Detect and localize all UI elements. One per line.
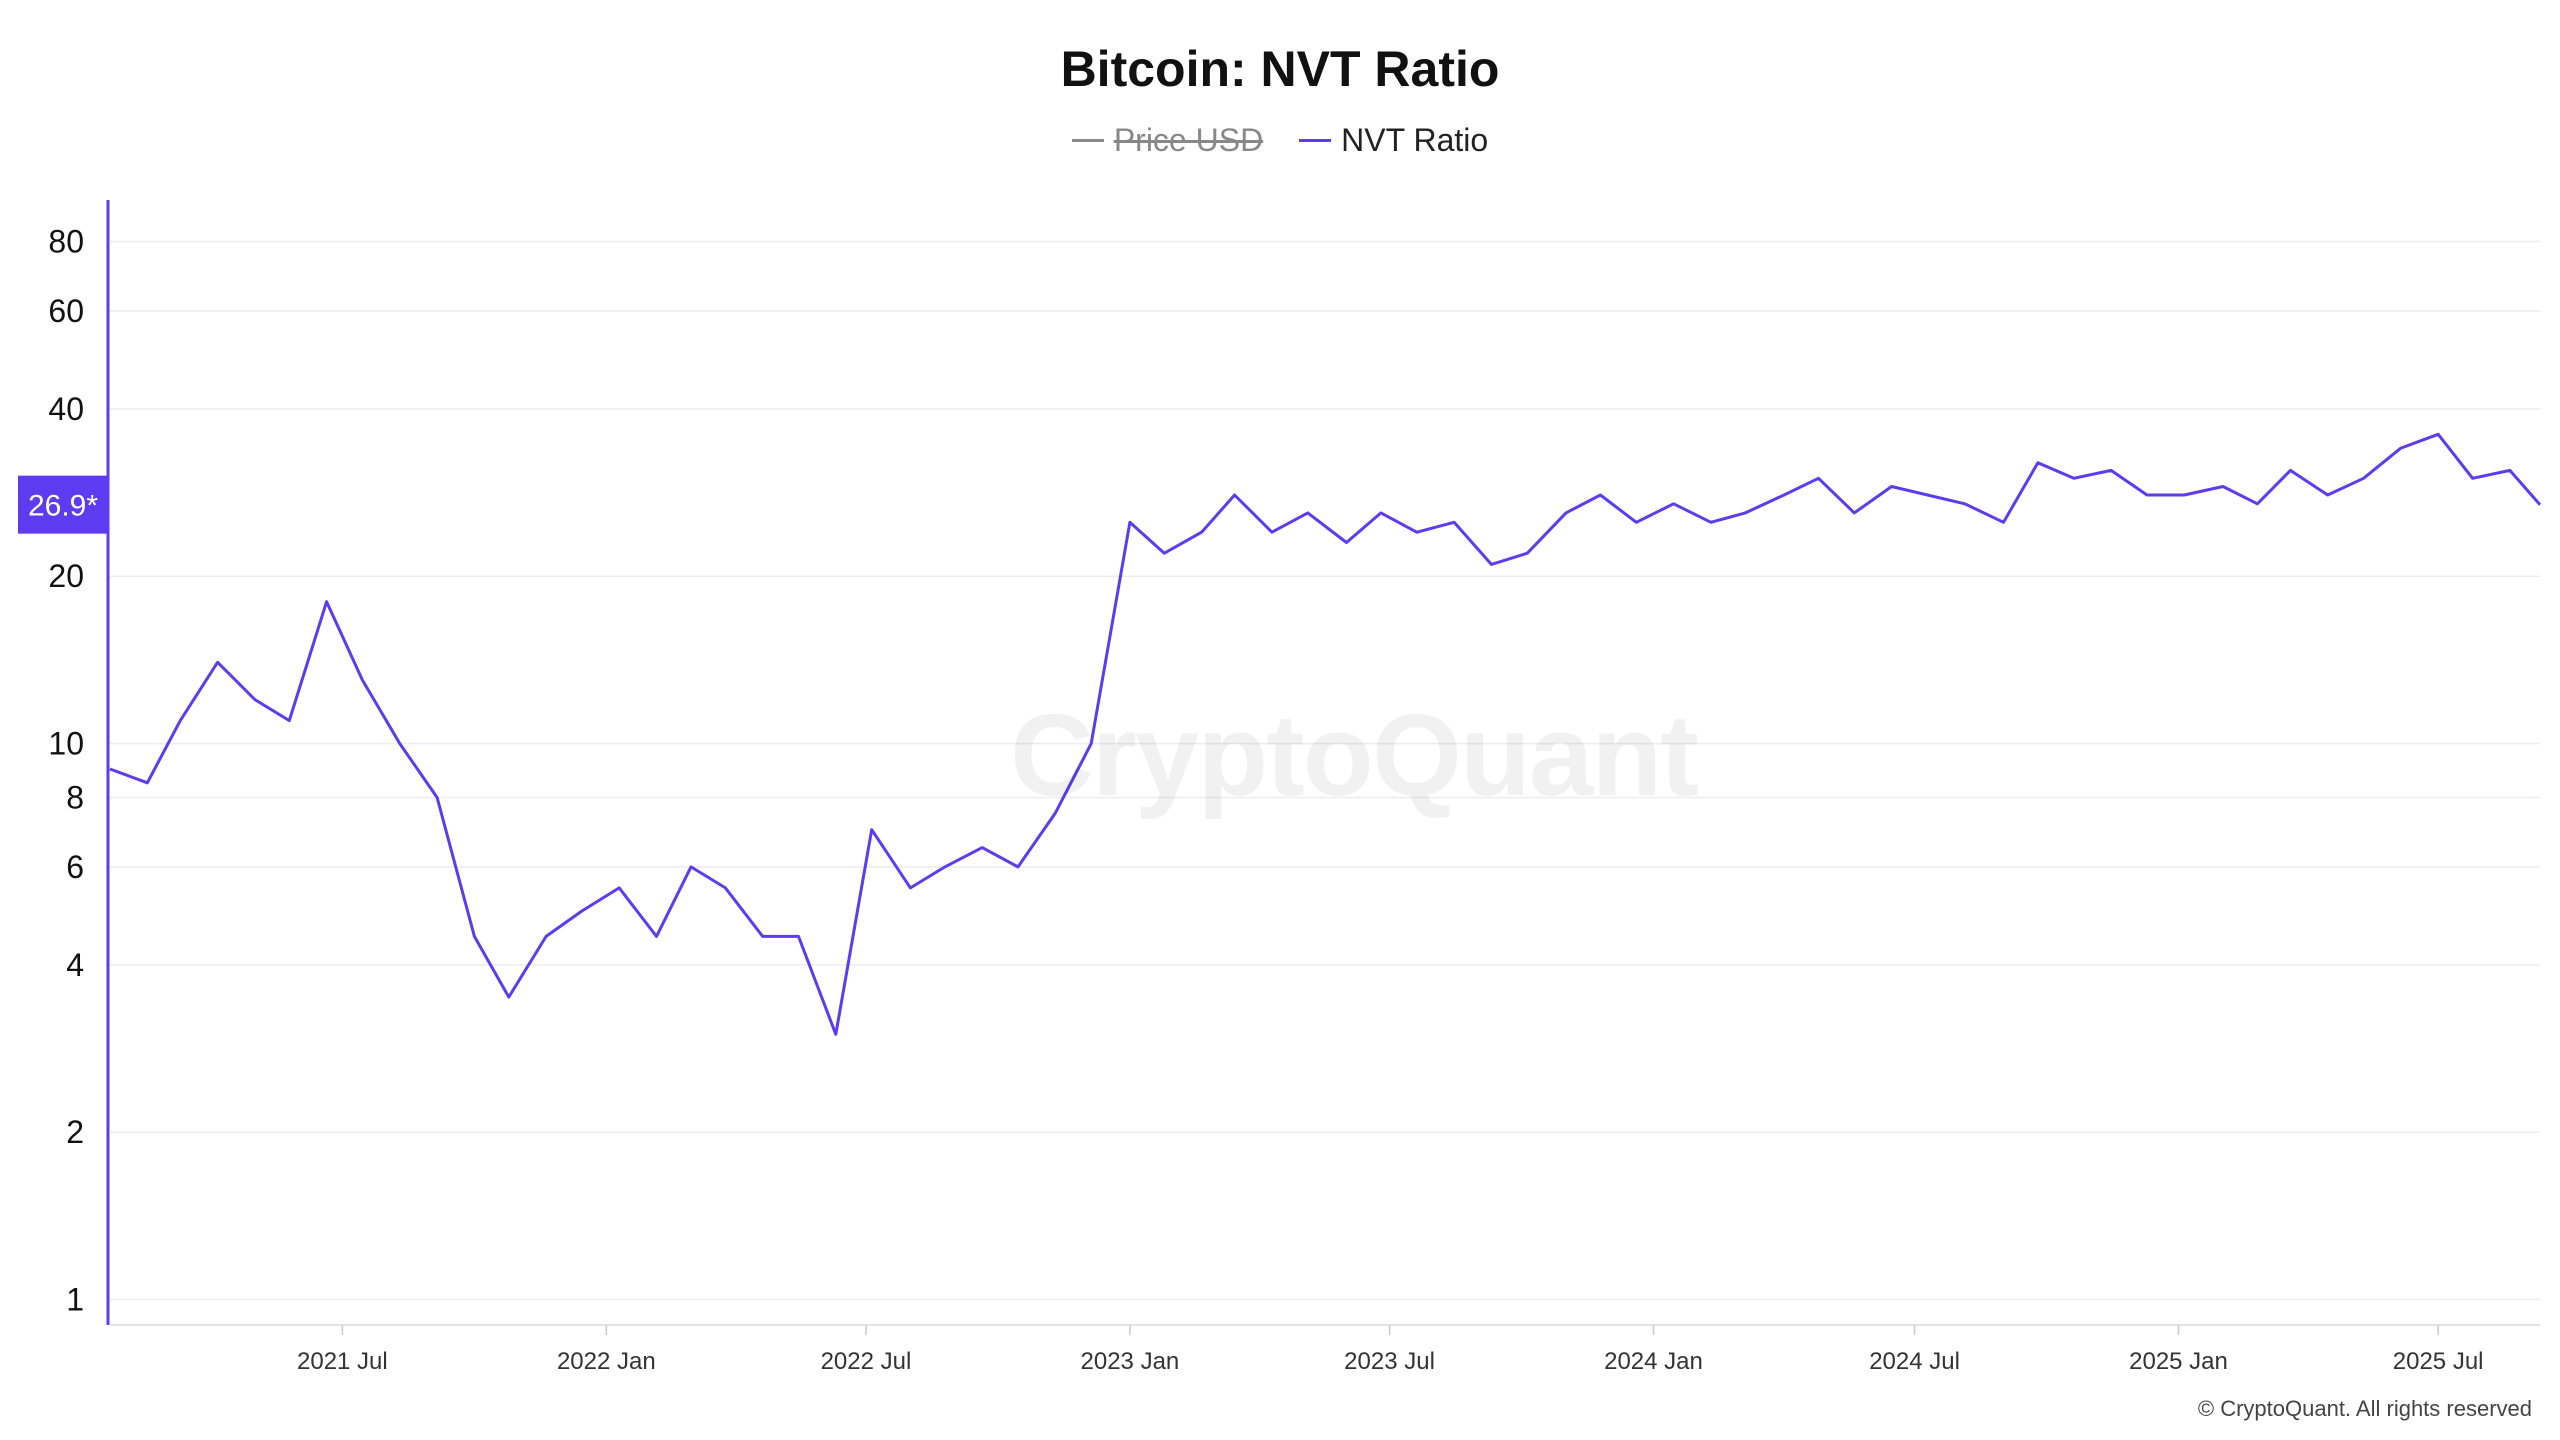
y-tick-label: 4 <box>66 947 84 983</box>
x-tick-label: 2025 Jul <box>2393 1348 2484 1375</box>
x-tick-label: 2022 Jan <box>557 1348 656 1375</box>
x-axis-ticks: 2021 Jul 2022 Jan 2022 Jul 2023 Jan 2023 Jul… <box>297 1325 2484 1375</box>
x-tick-label: 2024 Jan <box>1604 1348 1703 1375</box>
x-tick-label: 2024 Jul <box>1869 1348 1960 1375</box>
legend: Price USD NVT Ratio <box>0 122 2560 159</box>
y-tick-label: 6 <box>66 849 84 885</box>
series-line-nvt-ratio[interactable] <box>109 432 2542 1036</box>
current-value-label: 26.9* <box>28 490 98 523</box>
watermark-logo: CryptoQuant <box>1010 690 1699 820</box>
x-tick-label: 2023 Jan <box>1081 1348 1180 1375</box>
y-tick-label: 1 <box>66 1282 84 1318</box>
current-value-badge: 26.9* <box>18 475 108 534</box>
y-tick-label: 40 <box>48 391 84 427</box>
x-tick-label: 2022 Jul <box>821 1348 912 1375</box>
x-tick-label: 2025 Jan <box>2129 1348 2228 1375</box>
y-tick-label: 2 <box>66 1114 84 1150</box>
x-tick-label: 2021 Jul <box>297 1348 388 1375</box>
x-tick-label: 2023 Jul <box>1344 1348 1435 1375</box>
y-tick-label: 60 <box>48 293 84 329</box>
chart-title: Bitcoin: NVT Ratio <box>1060 41 1500 97</box>
legend-label-price-usd: Price USD <box>1113 122 1264 158</box>
legend-item-price-usd[interactable]: Price USD <box>1071 122 1264 159</box>
legend-swatch-nvt-ratio <box>1299 139 1332 142</box>
legend-item-nvt-ratio[interactable]: NVT Ratio <box>1299 122 1488 159</box>
current-value-badge-bg <box>18 475 108 534</box>
copyright-credit: © CryptoQuant. All rights reserved <box>2197 1396 2532 1421</box>
legend-swatch-price-usd <box>1071 139 1104 142</box>
grid-lines <box>110 240 2540 1301</box>
y-tick-label: 8 <box>66 779 84 815</box>
legend-label-nvt-ratio: NVT Ratio <box>1341 122 1489 158</box>
y-axis-ticks: 1 2 4 6 8 10 20 40 60 80 <box>48 223 84 1317</box>
y-tick-label: 20 <box>48 558 84 594</box>
y-tick-label: 10 <box>48 726 84 762</box>
y-tick-label: 80 <box>48 223 84 259</box>
